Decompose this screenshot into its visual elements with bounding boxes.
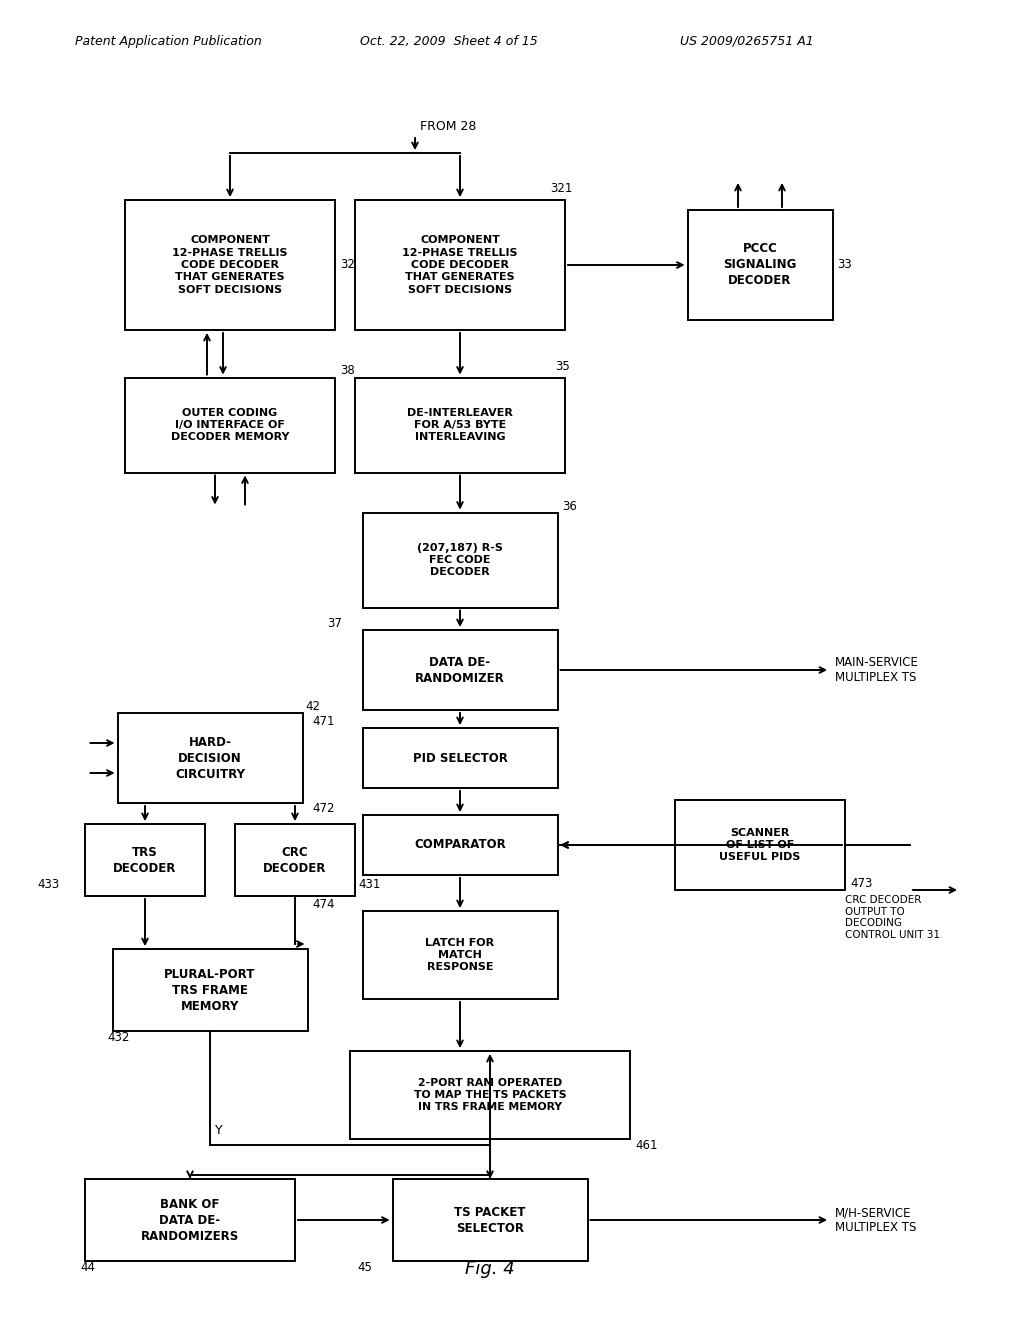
Bar bbox=[362, 630, 557, 710]
Text: COMPARATOR: COMPARATOR bbox=[414, 838, 506, 851]
Bar bbox=[85, 1179, 295, 1261]
Text: MAIN-SERVICE
MULTIPLEX TS: MAIN-SERVICE MULTIPLEX TS bbox=[835, 656, 919, 684]
Text: 321: 321 bbox=[550, 182, 572, 195]
Text: 33: 33 bbox=[838, 259, 852, 272]
Text: 433: 433 bbox=[37, 878, 59, 891]
Bar bbox=[362, 512, 557, 607]
Text: 473: 473 bbox=[850, 876, 872, 890]
Text: LATCH FOR
MATCH
RESPONSE: LATCH FOR MATCH RESPONSE bbox=[425, 937, 495, 973]
Text: CRC DECODER
OUTPUT TO
DECODING
CONTROL UNIT 31: CRC DECODER OUTPUT TO DECODING CONTROL U… bbox=[845, 895, 940, 940]
Text: COMPONENT
12-PHASE TRELLIS
CODE DECODER
THAT GENERATES
SOFT DECISIONS: COMPONENT 12-PHASE TRELLIS CODE DECODER … bbox=[402, 235, 518, 294]
Text: US 2009/0265751 A1: US 2009/0265751 A1 bbox=[680, 36, 814, 48]
Text: HARD-
DECISION
CIRCUITRY: HARD- DECISION CIRCUITRY bbox=[175, 735, 245, 780]
Bar bbox=[362, 814, 557, 875]
Text: 432: 432 bbox=[108, 1031, 130, 1044]
Text: Oct. 22, 2009  Sheet 4 of 15: Oct. 22, 2009 Sheet 4 of 15 bbox=[360, 36, 538, 48]
Text: 472: 472 bbox=[312, 803, 335, 814]
Text: 2-PORT RAM OPERATED
TO MAP THE TS PACKETS
IN TRS FRAME MEMORY: 2-PORT RAM OPERATED TO MAP THE TS PACKET… bbox=[414, 1077, 566, 1113]
Text: 36: 36 bbox=[562, 499, 578, 512]
Text: Y: Y bbox=[215, 1125, 222, 1137]
Bar bbox=[355, 201, 565, 330]
Bar bbox=[85, 824, 205, 896]
Text: 42: 42 bbox=[305, 700, 321, 713]
Bar bbox=[687, 210, 833, 319]
Bar bbox=[355, 378, 565, 473]
Text: OUTER CODING
I/O INTERFACE OF
DECODER MEMORY: OUTER CODING I/O INTERFACE OF DECODER ME… bbox=[171, 408, 289, 442]
Text: COMPONENT
12-PHASE TRELLIS
CODE DECODER
THAT GENERATES
SOFT DECISIONS: COMPONENT 12-PHASE TRELLIS CODE DECODER … bbox=[172, 235, 288, 294]
Text: PCCC
SIGNALING
DECODER: PCCC SIGNALING DECODER bbox=[723, 243, 797, 288]
Bar bbox=[125, 201, 335, 330]
Text: BANK OF
DATA DE-
RANDOMIZERS: BANK OF DATA DE- RANDOMIZERS bbox=[141, 1197, 240, 1242]
Text: DATA DE-
RANDOMIZER: DATA DE- RANDOMIZER bbox=[415, 656, 505, 685]
Text: M/H-SERVICE
MULTIPLEX TS: M/H-SERVICE MULTIPLEX TS bbox=[835, 1206, 916, 1234]
Text: DE-INTERLEAVER
FOR A/53 BYTE
INTERLEAVING: DE-INTERLEAVER FOR A/53 BYTE INTERLEAVIN… bbox=[408, 408, 513, 442]
Text: 471: 471 bbox=[312, 715, 335, 729]
Text: 461: 461 bbox=[635, 1139, 657, 1152]
Text: 35: 35 bbox=[555, 359, 569, 372]
Text: 431: 431 bbox=[358, 878, 380, 891]
Bar bbox=[362, 729, 557, 788]
Text: Fig. 4: Fig. 4 bbox=[465, 1261, 515, 1278]
Text: FROM 28: FROM 28 bbox=[420, 120, 476, 133]
Text: 44: 44 bbox=[80, 1261, 95, 1274]
Text: 38: 38 bbox=[340, 364, 354, 378]
Text: PID SELECTOR: PID SELECTOR bbox=[413, 751, 508, 764]
Bar bbox=[234, 824, 355, 896]
Bar bbox=[350, 1051, 630, 1139]
Bar bbox=[675, 800, 845, 890]
Bar bbox=[125, 378, 335, 473]
Text: 322: 322 bbox=[340, 259, 362, 272]
Text: TRS
DECODER: TRS DECODER bbox=[114, 846, 177, 874]
Text: 45: 45 bbox=[357, 1261, 373, 1274]
Text: 474: 474 bbox=[312, 898, 335, 911]
Bar bbox=[362, 911, 557, 999]
Bar bbox=[392, 1179, 588, 1261]
Text: 37: 37 bbox=[328, 616, 342, 630]
Bar bbox=[118, 713, 302, 803]
Text: (207,187) R-S
FEC CODE
DECODER: (207,187) R-S FEC CODE DECODER bbox=[417, 543, 503, 577]
Text: PLURAL-PORT
TRS FRAME
MEMORY: PLURAL-PORT TRS FRAME MEMORY bbox=[164, 968, 256, 1012]
Text: SCANNER
OF LIST OF
USEFUL PIDS: SCANNER OF LIST OF USEFUL PIDS bbox=[719, 828, 801, 862]
Text: CRC
DECODER: CRC DECODER bbox=[263, 846, 327, 874]
Text: TS PACKET
SELECTOR: TS PACKET SELECTOR bbox=[455, 1205, 525, 1234]
Text: Patent Application Publication: Patent Application Publication bbox=[75, 36, 262, 48]
Bar bbox=[113, 949, 307, 1031]
